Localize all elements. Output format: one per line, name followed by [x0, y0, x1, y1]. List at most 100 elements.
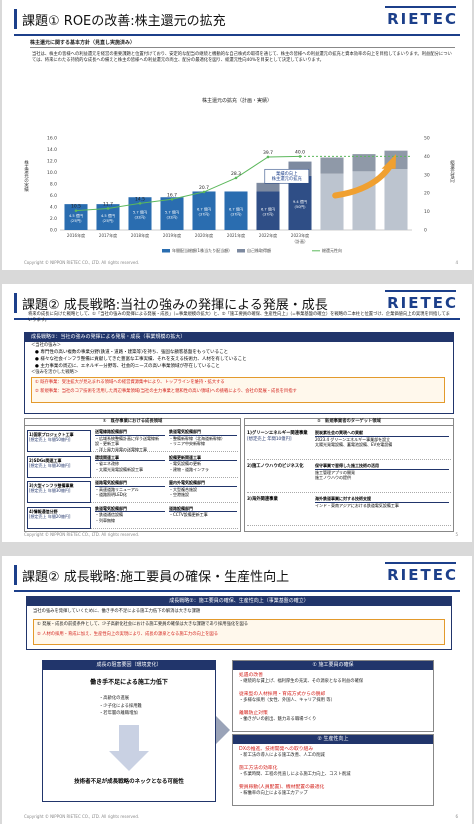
- payout-ratio-label: 14.5: [135, 196, 145, 202]
- dept-a-title: 鉄道電気設備部門: [95, 506, 165, 512]
- new-desc: 保守事業で習得した施工技術の活用 施工管理アプリの開発 施工ノウハウの提供: [315, 463, 449, 481]
- risk-item: ・高齢化の進展: [99, 696, 130, 701]
- risk-list: ・高齢化の進展 ・少子化による採用難 ・若年層の離職増加: [99, 695, 142, 718]
- existing-business-panel: ① 既存事業における成長領域 1)国家プロジェクト工事 [想定売上 年間50億円…: [24, 418, 241, 532]
- y-axis-label-right: 総還元性向: [450, 159, 455, 183]
- growth-title: ＜強みを活かした戦略＞: [31, 370, 79, 375]
- existing-label-text: 2)SDGs関連工事: [29, 457, 62, 463]
- company-logo: RIETEC: [385, 6, 458, 28]
- strengths-title: ＜当社の強み＞: [31, 343, 62, 348]
- new-desc-item: 太陽光発電設備、蓄電池設備、EV充電設備: [315, 442, 393, 447]
- productivity-panel: ② 生産性向上 DXの推進、技術開発への取り組み ・新工法の導入による施工改善、…: [232, 734, 434, 806]
- bar-value-label: 4.5 億円: [69, 213, 83, 218]
- dividend-bar: [96, 204, 120, 230]
- page-number: 5: [455, 532, 458, 537]
- x-tick-label: 2023年度: [291, 232, 309, 238]
- measure-text: ・継続的な賃上げ、福利厚生の充実、その源泉となる利益の確保: [239, 679, 364, 684]
- x-tick-label: 2016年度: [67, 232, 85, 238]
- dividend-bar: [192, 191, 216, 230]
- header-rule: [14, 34, 460, 36]
- x-tick-label: 2022年度: [259, 232, 277, 238]
- measure-item: 施工方法の効率化 ・作業時間、工程の見直しによる施工力向上、コスト削減: [239, 766, 429, 778]
- dividend-bar: [320, 173, 344, 230]
- header-rule: [14, 590, 460, 592]
- policy-heading: 株主還元に関する基本方針（見直し実施済み）: [30, 40, 455, 48]
- new-label: 1)グリーンエネルギー関連事業 [想定売上 年間10億円]: [247, 431, 309, 442]
- copyright: Copyright © NIPPON RIETEC CO., LTD. All …: [24, 260, 140, 265]
- y-tick-right: 30: [424, 172, 430, 178]
- productivity-header: ② 生産性向上: [233, 735, 433, 744]
- existing-label-text: 1)国家プロジェクト工事: [29, 432, 74, 437]
- new-desc-title: 脱炭素社会の実現への貢献: [315, 430, 449, 437]
- new-desc-item: 2023.4 グリーンエネルギー事業部を設立: [315, 436, 391, 442]
- bar-value-label: 6.7 億円: [229, 207, 243, 212]
- existing-dept-a: 送電線路設備部門 ・広域系統整備計画に伴う送電線新設・更新工事 ・洋上風力発電の送電…: [95, 429, 165, 452]
- dept-b-item: ・CCTV設備更新工事: [169, 512, 208, 517]
- y-tick-left: 14.0: [47, 147, 57, 153]
- new-row: 3)海外関連事業 海外鉄道事業に対する技術支援 インド・東南アジアにおける鉄道電気…: [247, 494, 451, 526]
- workforce-header: ① 施工要員の確保: [233, 661, 433, 670]
- new-desc: 脱炭素社会の実現への貢献 2023.4 グリーンエネルギー事業部を設立 太陽光発電設…: [315, 430, 449, 448]
- payout-ratio-label: 11.7: [103, 201, 113, 207]
- measure-heading: 離職防止対策: [239, 711, 268, 716]
- x-tick-label: 2019年度: [163, 232, 181, 238]
- new-desc-title: 海外鉄道事業に対する技術支援: [315, 496, 449, 503]
- dept-a-item: ・道路照明LED化: [95, 492, 127, 497]
- bar-dps-label: (25円): [103, 219, 115, 223]
- measure-item: DXの推進、技術開発への取り組み ・新工法の導入による施工改善、人工の削減: [239, 747, 429, 759]
- new-label-text: 3)海外関連事業: [247, 497, 278, 502]
- measure-heading: 従来型の人材採用・育成方式からの脱却: [239, 692, 326, 697]
- strategy2-desc: 当社の強みを発揮していくために、働き手の不足による施工力低下の解消は大きな課題: [33, 609, 201, 614]
- dept-b-item: ・整備新幹線（北海道新幹線）: [169, 435, 225, 441]
- slide-roe: 課題① ROEの改善:株主還元の拡充 RIETEC 株主還元に関する基本方針（見…: [2, 0, 472, 270]
- y-tick-left: 12.0: [47, 159, 57, 165]
- buyback-bar: [352, 154, 376, 172]
- existing-row: 3)大型インフラ整備事業 [想定売上 年間30億円] 道路電気設備部門 ・高速道路…: [27, 479, 238, 503]
- new-desc: 海外鉄道事業に対する技術支援 インド・東南アジアにおける鉄道電気設備工事: [315, 496, 449, 508]
- strategy2-point: ② 人材の採用・育成に加え、生産性向上の実現により、成長の源泉となる施工力の向上…: [37, 632, 218, 637]
- intro-text: 将来の成長に向けた戦略として、①「当社の強みの発揮による発展・成長」（=事業規模…: [28, 312, 450, 323]
- measure-text: ・働きがいの創出、魅力ある職場づくり: [239, 717, 317, 722]
- y-tick-right: 0: [424, 228, 427, 234]
- strategy2-box: 成長戦略②：施工要員の確保、生産性向上（事業基盤の確立） 当社の強みを発揮してい…: [26, 596, 452, 650]
- dividend-bar: [288, 175, 312, 230]
- measure-text: ・稼働率の向上による施工力アップ: [239, 791, 308, 796]
- payout-ratio-label: 40.0: [295, 149, 305, 155]
- page-number: 6: [455, 814, 458, 819]
- measure-item: 処遇の改善 ・継続的な賃上げ、福利厚生の充実、その源泉となる利益の確保: [239, 673, 429, 685]
- buyback-bar: [320, 157, 344, 174]
- existing-row: 1)国家プロジェクト工事 [想定売上 年間50億円] 送電線路設備部門 ・広域系統…: [27, 428, 238, 452]
- new-row: 1)グリーンエネルギー関連事業 [想定売上 年間10億円] 脱炭素社会の実現への…: [247, 428, 451, 460]
- bar-dps-label: (50円): [295, 205, 307, 209]
- title-accent-bar: [14, 9, 17, 29]
- dept-a-item: ・列車無線: [95, 517, 115, 523]
- dividend-bar: [160, 197, 184, 230]
- growth-existing: ① 既存事業：受注拡大が見込まれる領域への経営資源集中により、トップラインを維持…: [35, 380, 225, 385]
- payout-ratio-label: 28.3: [231, 171, 241, 177]
- dept-b-item: ・リニア中央新幹線: [169, 441, 205, 446]
- down-arrow-icon: [109, 725, 149, 771]
- existing-header: ① 既存事業における成長領域: [25, 419, 240, 426]
- bar-value-label: 4.5 億円: [101, 213, 115, 218]
- strength-item: ● 主力事業の周辺に、エネルギー分野等、社会的ニーズの高い事業領域が存在している…: [35, 364, 220, 369]
- measure-heading: 処遇の改善: [239, 673, 263, 678]
- x-tick-label: 2017年度: [99, 232, 117, 238]
- slide-header: 課題② 成長戦略:当社の強みの発揮による発展・成長 RIETEC: [2, 284, 472, 322]
- legend-label: 総還元性向: [322, 247, 342, 253]
- right-arrow-icon: [216, 716, 230, 744]
- y-tick-left: 10.0: [47, 170, 57, 176]
- legend-swatch: [162, 249, 170, 253]
- callout-text: 業績の向上: [276, 170, 298, 177]
- strengths-list: ● 専門性の高い複数の事業分野(鉄道・道路・建築等)を持ち、強固な顧客基盤をもっ…: [35, 349, 445, 370]
- page-number: 4: [455, 260, 458, 265]
- plan-annotation: （計画）: [292, 238, 308, 244]
- payout-ratio-label: 10.5: [71, 204, 81, 210]
- y-tick-right: 10: [424, 209, 430, 215]
- slide-header: 課題② 成長戦略:施工要員の確保・生産性向上 RIETEC: [2, 556, 472, 594]
- slide-title: 課題② 成長戦略:当社の強みの発揮による発展・成長: [22, 298, 328, 313]
- existing-sub: [想定売上 年間50億円]: [29, 437, 71, 442]
- measure-text: ・多様な採用（女性、外国人、キャリア採用 等）: [239, 698, 335, 703]
- y-tick-left: 2.0: [50, 216, 57, 222]
- dept-b-item: ・建物・道路インフラ: [169, 466, 209, 472]
- new-desc-item: インド・東南アジアにおける鉄道電気設備工事: [315, 502, 399, 508]
